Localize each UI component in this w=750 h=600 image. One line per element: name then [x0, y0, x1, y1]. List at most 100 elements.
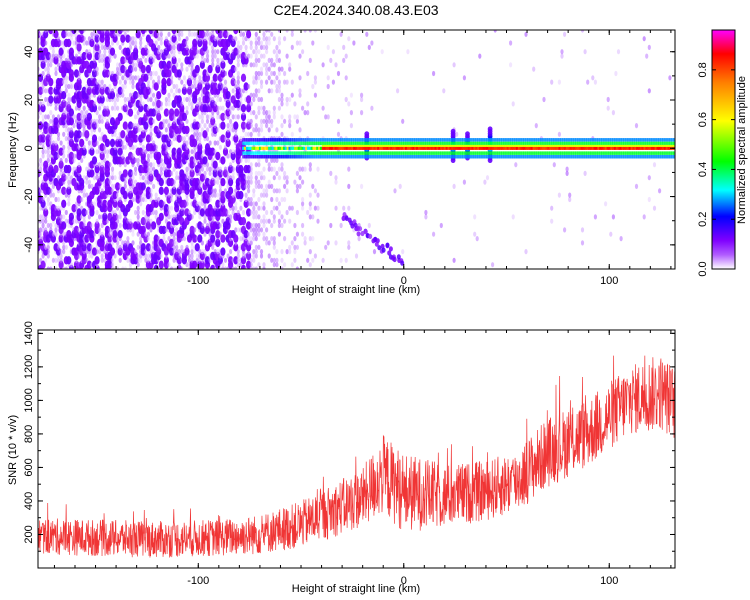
heatmap-noise-cell	[110, 88, 115, 94]
heatmap-ridge-halo-cell	[395, 141, 399, 146]
heatmap-noise-cell	[336, 70, 341, 77]
heatmap-noise-cell	[49, 136, 53, 142]
heatmap-noise-cell	[197, 143, 203, 152]
heatmap-noise-cell	[265, 110, 269, 116]
heatmap-noise-cell	[136, 257, 140, 263]
heatmap-noise-cell	[181, 38, 187, 48]
heatmap-ridge-halo-cell	[427, 151, 430, 155]
heatmap-noise-cell	[259, 40, 264, 46]
heatmap-ridge-halo-cell	[649, 155, 652, 159]
heatmap-noise-cell	[290, 92, 294, 98]
heatmap-noise-cell	[123, 83, 127, 90]
heatmap-ridge-cell	[334, 146, 338, 150]
heatmap-noise-cell	[290, 79, 294, 85]
heatmap-noise-cell	[134, 66, 138, 72]
heatmap-ridge-cell	[417, 144, 421, 147]
heatmap-noise-cell	[203, 123, 207, 129]
heatmap-noise-cell	[128, 40, 133, 46]
heatmap-ridge-halo-cell	[303, 155, 306, 159]
heatmap-ridge-halo-cell	[334, 138, 338, 142]
heatmap-noise-cell	[149, 53, 153, 59]
heatmap-noise-cell	[121, 83, 125, 90]
heatmap-ridge-halo-cell	[636, 138, 639, 142]
heatmap-ridge-halo-cell	[299, 138, 303, 142]
heatmap-ridge-halo-cell	[517, 151, 521, 155]
heatmap-noise-cell	[303, 240, 307, 246]
heatmap-ridge-halo-cell	[397, 138, 401, 142]
heatmap-ridge-cell	[423, 144, 426, 147]
heatmap-noise-cell	[116, 105, 120, 111]
heatmap-ridge-halo-cell	[466, 141, 469, 146]
heatmap-ridge-halo-cell	[303, 138, 306, 142]
heatmap-ridge-cell	[449, 144, 452, 147]
heatmap-noise-cell	[218, 222, 222, 229]
heatmap-noise-cell	[112, 73, 118, 83]
heatmap-noise-cell	[265, 209, 269, 216]
heatmap-ridge-halo-cell	[521, 151, 524, 155]
heatmap-noise-cell	[56, 244, 61, 250]
heatmap-noise-cell	[185, 244, 189, 250]
heatmap-noise-cell	[647, 88, 651, 94]
heatmap-ridge-cell	[493, 146, 497, 150]
heatmap-noise-cell	[92, 101, 97, 107]
heatmap-noise-cell	[218, 144, 222, 150]
heatmap-ridge-halo-cell	[456, 155, 460, 159]
heatmap-ridge-halo-cell	[312, 141, 315, 146]
heatmap-noise-cell	[72, 218, 76, 224]
heatmap-noise-cell	[56, 131, 61, 137]
heatmap-ridge-halo-cell	[392, 155, 395, 159]
heatmap-ridge-halo-cell	[473, 151, 476, 155]
heatmap-noise-cell	[108, 162, 112, 168]
heatmap-ridge-halo-cell	[290, 155, 293, 159]
heatmap-ridge-cell	[619, 146, 622, 150]
heatmap-ridge-cell	[451, 146, 454, 150]
heatmap-noise-cell	[254, 249, 258, 255]
heatmap-ridge-cell	[260, 146, 264, 150]
heatmap-ridge-cell	[662, 146, 665, 150]
heatmap-noise-cell	[254, 62, 258, 68]
heatmap-noise-cell	[146, 162, 150, 168]
heatmap-noise-cell	[259, 44, 264, 51]
heatmap-noise-cell	[143, 160, 149, 169]
heatmap-noise-cell	[116, 214, 120, 220]
heatmap-noise-cell	[139, 127, 143, 133]
heatmap-noise-cell	[236, 70, 240, 77]
heatmap-noise-cell	[275, 196, 279, 203]
heatmap-noise-cell	[152, 57, 156, 64]
heatmap-ridge-cell	[423, 146, 426, 150]
heatmap-noise-cell	[295, 118, 299, 124]
heatmap-noise-cell	[424, 214, 428, 220]
heatmap-noise-cell	[583, 49, 587, 55]
heatmap-ridge-cell	[517, 144, 521, 147]
heatmap-ridge-cell	[580, 144, 584, 147]
heatmap-noise-cell	[212, 169, 218, 178]
heatmap-noise-cell	[195, 253, 199, 259]
heatmap-ridge-cell	[279, 146, 282, 150]
heatmap-ridge-halo-cell	[351, 138, 354, 142]
heatmap-noise-cell	[56, 196, 61, 203]
heatmap-ridge-cell	[471, 144, 475, 147]
heatmap-ridge-cell	[552, 146, 556, 150]
heatmap-noise-cell	[194, 64, 200, 74]
heatmap-noise-cell	[145, 186, 151, 195]
heatmap-noise-cell	[128, 75, 133, 81]
heatmap-noise-cell	[270, 236, 274, 242]
heatmap-noise-cell	[270, 166, 274, 172]
heatmap-ridge-halo-cell	[647, 155, 650, 159]
heatmap-ridge-cell	[508, 144, 511, 147]
heatmap-ridge-halo-cell	[375, 138, 378, 142]
heatmap-noise-cell	[254, 53, 258, 59]
heatmap-ridge-cell	[645, 144, 648, 147]
heatmap-noise-cell	[213, 192, 217, 198]
heatmap-noise-cell	[197, 82, 203, 91]
heatmap-noise-cell	[246, 164, 252, 174]
heatmap-ridge-halo-cell	[347, 138, 351, 142]
heatmap-ridge-halo-cell	[318, 141, 321, 146]
heatmap-noise-cell	[95, 66, 99, 72]
heatmap-ridge-halo-cell	[301, 155, 304, 159]
heatmap-noise-cell	[159, 101, 163, 107]
heatmap-noise-cell	[87, 183, 91, 189]
heatmap-noise-cell	[277, 166, 281, 172]
heatmap-ridge-cell	[462, 144, 465, 147]
heatmap-ridge-cell	[639, 146, 643, 150]
